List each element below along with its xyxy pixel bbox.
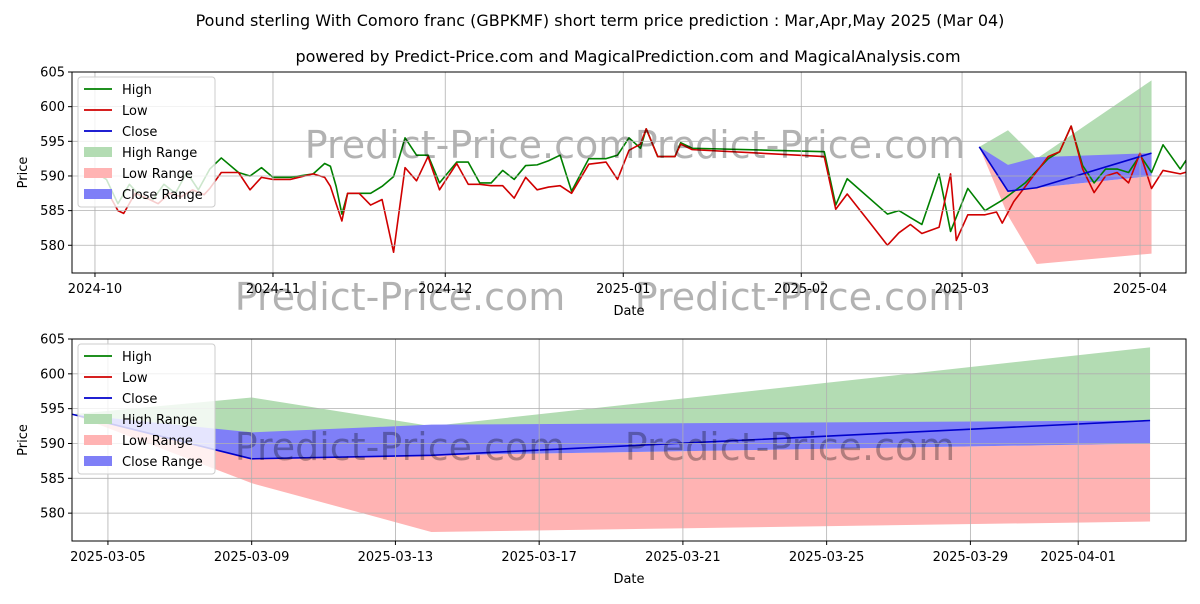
legend-swatch-high-range xyxy=(84,147,112,157)
axes-frame xyxy=(71,71,1187,274)
x-tick-label: 2025-03 xyxy=(935,282,989,297)
x-tick-label: 2025-02 xyxy=(774,282,828,297)
x-tick-label: 2025-03-25 xyxy=(789,550,865,565)
chart-title: Pound sterling With Comoro franc (GBPKMF… xyxy=(196,11,1005,30)
low-range-area xyxy=(979,146,1152,264)
x-tick-label: 2024-11 xyxy=(246,282,300,297)
legend-label: Low Range xyxy=(122,434,193,449)
legend-label: Close xyxy=(122,392,157,407)
top-panel: Predict-Price.comPredict-Price.comPredic… xyxy=(16,66,1187,319)
y-tick-label: 605 xyxy=(40,66,65,81)
legend-label: Low xyxy=(122,371,148,386)
x-axis-label: Date xyxy=(613,572,644,587)
bottom-panel: Predict-Price.com Predict-Price.com 2025-0… xyxy=(16,333,1187,587)
low-series-line xyxy=(105,125,1186,254)
y-tick-label: 585 xyxy=(40,472,65,487)
y-tick-label: 605 xyxy=(40,333,65,348)
y-tick-label: 590 xyxy=(40,169,65,184)
y-tick-label: 585 xyxy=(40,204,65,219)
watermark-text: Predict-Price.com xyxy=(235,275,566,319)
y-axis-label: Price xyxy=(16,424,31,456)
high-range-area xyxy=(979,80,1152,166)
x-tick-label: 2025-03-05 xyxy=(70,550,146,565)
plot-area xyxy=(94,80,1186,264)
legend: High Low Close High Range Low Range Close Ran… xyxy=(77,343,216,475)
legend-swatch-low-range xyxy=(84,168,112,178)
x-tick-label: 2025-04 xyxy=(1113,282,1167,297)
y-axis-label: Price xyxy=(16,157,31,189)
x-tick-label: 2025-03-17 xyxy=(501,550,577,565)
y-tick-label: 590 xyxy=(40,437,65,452)
legend-box xyxy=(77,343,216,475)
legend-label: Close Range xyxy=(122,455,203,470)
y-tick-label: 595 xyxy=(40,135,65,150)
x-tick-label: 2025-03-09 xyxy=(214,550,290,565)
legend-label: High xyxy=(122,350,152,365)
watermark-text: Predict-Price.com xyxy=(625,425,956,469)
legend-label: Close xyxy=(122,125,157,140)
x-tick-label: 2024-12 xyxy=(418,282,472,297)
legend-label: Close Range xyxy=(122,188,203,203)
chart-subtitle: powered by Predict-Price.com and Magical… xyxy=(295,47,960,66)
y-tick-label: 580 xyxy=(40,239,65,254)
legend-swatch-low-range xyxy=(84,435,112,445)
low-range-area xyxy=(72,414,1151,532)
close-series-line xyxy=(978,146,1152,193)
high-range-area xyxy=(72,347,1151,434)
legend-label: High xyxy=(122,83,152,98)
legend-label: Low Range xyxy=(122,167,193,182)
legend-swatch-close-range xyxy=(84,456,112,466)
x-tick-label: 2025-01 xyxy=(596,282,650,297)
watermark-text: Predict-Price.com xyxy=(305,123,636,167)
x-tick-label: 2025-04-01 xyxy=(1040,550,1116,565)
watermark-text: Predict-Price.com xyxy=(235,425,566,469)
legend-box xyxy=(77,76,216,208)
close-range-area xyxy=(72,414,1151,459)
y-tick-label: 600 xyxy=(40,367,65,382)
watermark-text: Predict-Price.com xyxy=(635,123,966,167)
legend-label: High Range xyxy=(122,146,197,161)
y-tick-label: 600 xyxy=(40,100,65,115)
legend-label: High Range xyxy=(122,413,197,428)
watermark-text: Predict-Price.com xyxy=(635,275,966,319)
x-tick-label: 2024-10 xyxy=(68,282,122,297)
axes-frame xyxy=(71,338,1187,542)
x-tick-label: 2025-03-21 xyxy=(645,550,721,565)
legend-swatch-close-range xyxy=(84,189,112,199)
x-tick-label: 2025-03-29 xyxy=(933,550,1009,565)
x-tick-label: 2025-03-13 xyxy=(358,550,434,565)
legend: High Low Close High Range Low Range Close Ran… xyxy=(77,76,216,208)
close-range-area xyxy=(979,146,1152,192)
x-axis-label: Date xyxy=(613,304,644,319)
legend-swatch-high-range xyxy=(84,414,112,424)
y-tick-label: 595 xyxy=(40,402,65,417)
legend-label: Low xyxy=(122,104,148,119)
plot-area xyxy=(72,347,1151,532)
y-tick-label: 580 xyxy=(40,507,65,522)
